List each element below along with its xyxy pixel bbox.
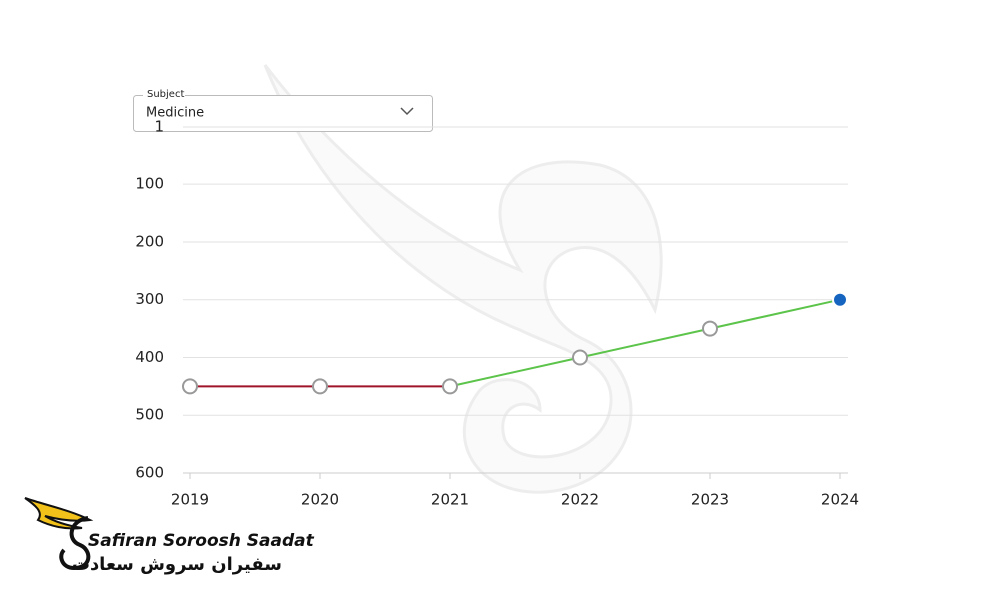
line — [449, 298, 841, 388]
label-bg — [143, 89, 185, 99]
x-tick-label: 2023 — [691, 491, 729, 509]
y-tick-label: 1 — [154, 118, 164, 136]
watermark — [263, 64, 663, 494]
chevron — [400, 107, 414, 116]
y-tick-label: 300 — [135, 290, 164, 308]
marker — [832, 291, 848, 308]
dropdown-label: Subject — [147, 89, 184, 100]
logo-s — [59, 516, 91, 571]
y-tick-label: 200 — [135, 232, 164, 250]
marker — [442, 378, 458, 395]
x-tick-label: 2019 — [171, 491, 209, 509]
x-tick-label: 2024 — [821, 491, 859, 509]
x-tick-label: 2021 — [431, 491, 469, 509]
x-tick-label: 2022 — [561, 491, 599, 509]
y-tick-label: 600 — [135, 464, 164, 482]
logo: Safiran Soroosh Saadat سفیران سروش سعادت — [24, 497, 315, 575]
marker — [182, 378, 198, 395]
logo-name: Safiran Soroosh Saadat — [88, 531, 315, 551]
marker — [572, 349, 588, 366]
y-tick-label: 400 — [135, 348, 164, 366]
marker — [312, 378, 328, 395]
subject-dropdown[interactable]: Subject Medicine — [133, 89, 433, 132]
logo-name-fa: سفیران سروش سعادت — [72, 554, 282, 575]
x-tick-label: 2020 — [301, 491, 339, 509]
y-tick-label: 500 — [135, 406, 164, 424]
marker — [702, 320, 718, 337]
logo-wing — [24, 497, 94, 530]
dropdown-box[interactable] — [133, 95, 433, 132]
y-tick-label: 100 — [135, 175, 164, 193]
dropdown-value: Medicine — [146, 106, 204, 121]
